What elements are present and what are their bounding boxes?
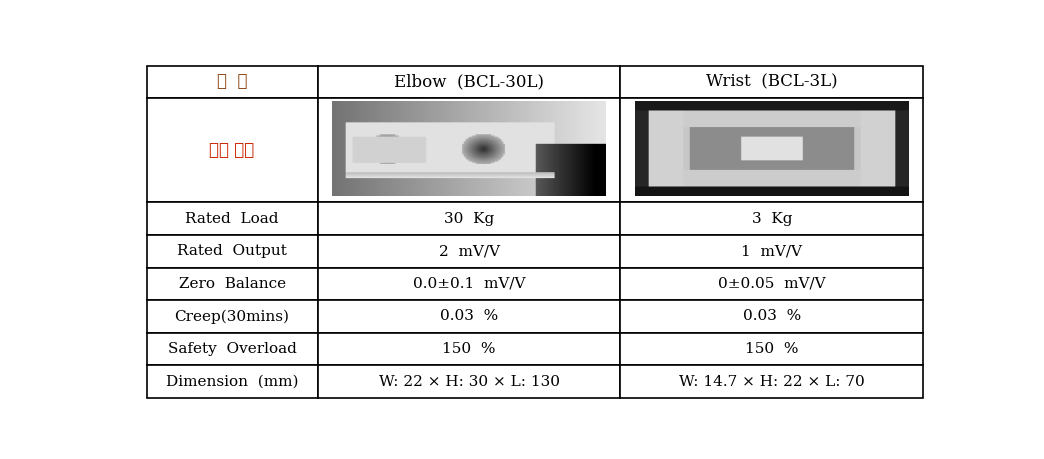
Bar (146, 268, 317, 300)
Text: 150  %: 150 % (443, 342, 496, 356)
Text: Zero  Balance: Zero Balance (179, 277, 286, 291)
Text: 0.0±0.1  mV/V: 0.0±0.1 mV/V (412, 277, 525, 291)
Bar (146, 300, 317, 333)
Text: Rated  Load: Rated Load (186, 212, 279, 226)
Bar (146, 235, 317, 268)
Bar (317, 235, 620, 268)
Text: Dimension  (mm): Dimension (mm) (166, 375, 299, 389)
Text: 3  Kg: 3 Kg (752, 212, 792, 226)
Bar (146, 98, 317, 202)
Text: W: 14.7 × H: 22 × L: 70: W: 14.7 × H: 22 × L: 70 (679, 375, 864, 389)
Bar (317, 66, 620, 98)
Text: 0±0.05  mV/V: 0±0.05 mV/V (718, 277, 826, 291)
Bar (620, 268, 924, 300)
Text: 제품 사진: 제품 사진 (210, 142, 255, 159)
Text: 1  mV/V: 1 mV/V (741, 244, 803, 258)
Text: Creep(30mins): Creep(30mins) (174, 309, 289, 324)
Text: 2  mV/V: 2 mV/V (438, 244, 499, 258)
Bar (317, 300, 620, 333)
Bar (146, 365, 317, 398)
Text: Wrist  (BCL-3L): Wrist (BCL-3L) (706, 73, 837, 90)
Text: 30  Kg: 30 Kg (444, 212, 494, 226)
Text: 구  분: 구 분 (217, 73, 247, 90)
Bar (620, 300, 924, 333)
Bar (317, 98, 620, 202)
Bar (146, 66, 317, 98)
Bar (620, 365, 924, 398)
Bar (317, 365, 620, 398)
Text: 150  %: 150 % (745, 342, 799, 356)
Bar (317, 268, 620, 300)
Bar (620, 98, 924, 202)
Text: 0.03  %: 0.03 % (440, 309, 498, 324)
Bar (146, 333, 317, 365)
Text: 0.03  %: 0.03 % (743, 309, 801, 324)
Bar (317, 202, 620, 235)
Bar (620, 66, 924, 98)
Text: Safety  Overload: Safety Overload (168, 342, 296, 356)
Bar (620, 235, 924, 268)
Bar (317, 333, 620, 365)
Text: Elbow  (BCL-30L): Elbow (BCL-30L) (394, 73, 544, 90)
Bar (620, 333, 924, 365)
Text: Rated  Output: Rated Output (177, 244, 287, 258)
Bar (620, 202, 924, 235)
Bar (146, 202, 317, 235)
Text: W: 22 × H: 30 × L: 130: W: 22 × H: 30 × L: 130 (379, 375, 560, 389)
